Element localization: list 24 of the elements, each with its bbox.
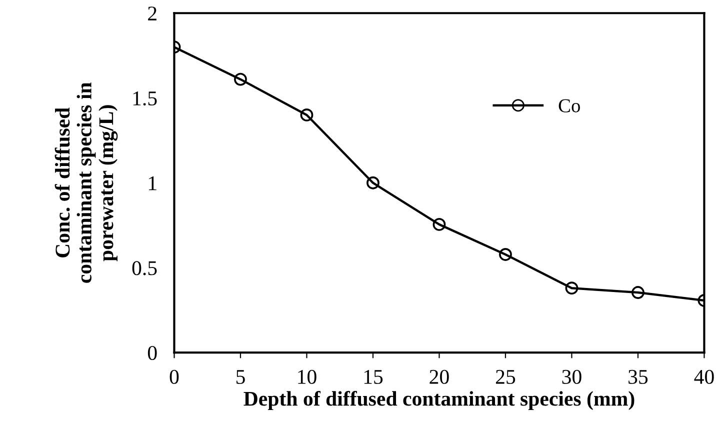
point [499, 248, 512, 261]
x-axis-title: Depth of diffused contaminant species (mm) [244, 390, 634, 410]
y-tick-label: 0.5 [132, 261, 157, 276]
x-tick-label: 10 [298, 370, 316, 384]
x-tick-label: 30 [562, 370, 582, 384]
x-tick-label: 25 [496, 370, 516, 384]
legend-label: Co [558, 99, 580, 112]
x-tick-label: 20 [430, 370, 449, 384]
y-tick-label: 1.5 [133, 91, 157, 106]
x-tick-label: 15 [364, 370, 383, 384]
point [432, 218, 446, 231]
point [234, 72, 247, 86]
point [300, 108, 314, 122]
x-tick-label: 40 [694, 370, 714, 384]
x-tick-label: 5 [236, 370, 245, 384]
point [565, 282, 578, 295]
y-tick-label: 1 [148, 176, 156, 190]
x-tick-label: 35 [628, 370, 648, 384]
point [632, 286, 644, 299]
x-tick-label: 0 [170, 370, 179, 384]
y-tick-label: 2 [148, 6, 156, 20]
y-axis-title: Conc. of diffused contaminant species in porewater (mg/L) [54, 82, 118, 283]
point [366, 176, 380, 190]
y-tick-label: 0 [148, 346, 157, 360]
